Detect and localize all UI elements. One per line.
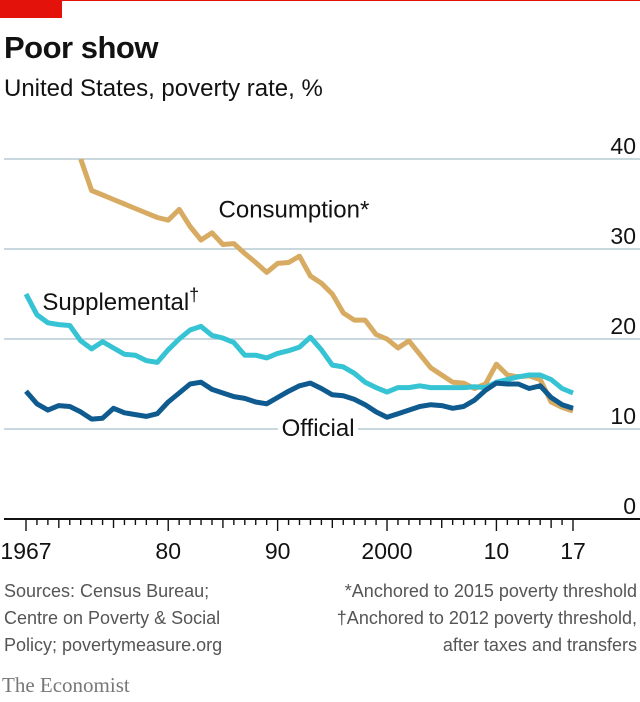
footnote-line: after taxes and transfers — [442, 635, 637, 655]
series-line — [23, 292, 574, 396]
y-tick-labels: 0 10 20 30 40 — [610, 133, 636, 519]
series-label: Supplemental† — [42, 285, 199, 316]
sources-line: Sources: Census Bureau; — [4, 581, 210, 601]
footnotes: *Anchored to 2015 poverty threshold †Anc… — [337, 578, 637, 659]
x-tick-label: 17 — [560, 538, 586, 564]
y-tick-label: 10 — [610, 403, 636, 429]
series-line — [24, 379, 574, 422]
brand-red-tab — [0, 0, 62, 18]
footnote-line: †Anchored to 2012 poverty threshold, — [336, 608, 637, 628]
x-tick-label: 10 — [484, 538, 510, 564]
chart-title: Poor show — [4, 30, 158, 65]
series-label: Official — [282, 415, 355, 442]
x-axis: 1967 80 90 2000 10 17 — [0, 518, 640, 564]
sources-line: Centre on Poverty & Social — [4, 608, 221, 628]
top-rule — [0, 0, 640, 1]
publisher-logo: The Economist — [2, 673, 130, 697]
y-tick-label: 30 — [610, 223, 636, 249]
sources-line: Policy; povertymeasure.org — [4, 635, 223, 655]
x-tick-label: 1967 — [0, 538, 51, 564]
series-labels: Consumption* Supplemental† Official — [42, 197, 370, 448]
footnote-line: *Anchored to 2015 poverty threshold — [344, 581, 637, 601]
series-lines — [23, 158, 574, 422]
footnote-mark: † — [189, 285, 199, 305]
x-tick-label: 90 — [265, 538, 291, 564]
series-line — [78, 158, 574, 414]
chart-subtitle: United States, poverty rate, % — [4, 75, 323, 102]
x-tick-label: 2000 — [361, 538, 412, 564]
grid-lines — [4, 158, 640, 430]
poverty-rate-chart: 0 10 20 30 40 1967 80 90 2000 10 17 Consumption* S… — [0, 133, 640, 564]
sources-note: Sources: Census Bureau; Centre on Povert… — [4, 578, 222, 659]
x-tick-label: 80 — [155, 538, 181, 564]
y-tick-label: 40 — [610, 133, 636, 159]
y-tick-label: 0 — [623, 493, 636, 519]
series-label: Consumption* — [219, 197, 370, 224]
y-tick-label: 20 — [610, 313, 636, 339]
